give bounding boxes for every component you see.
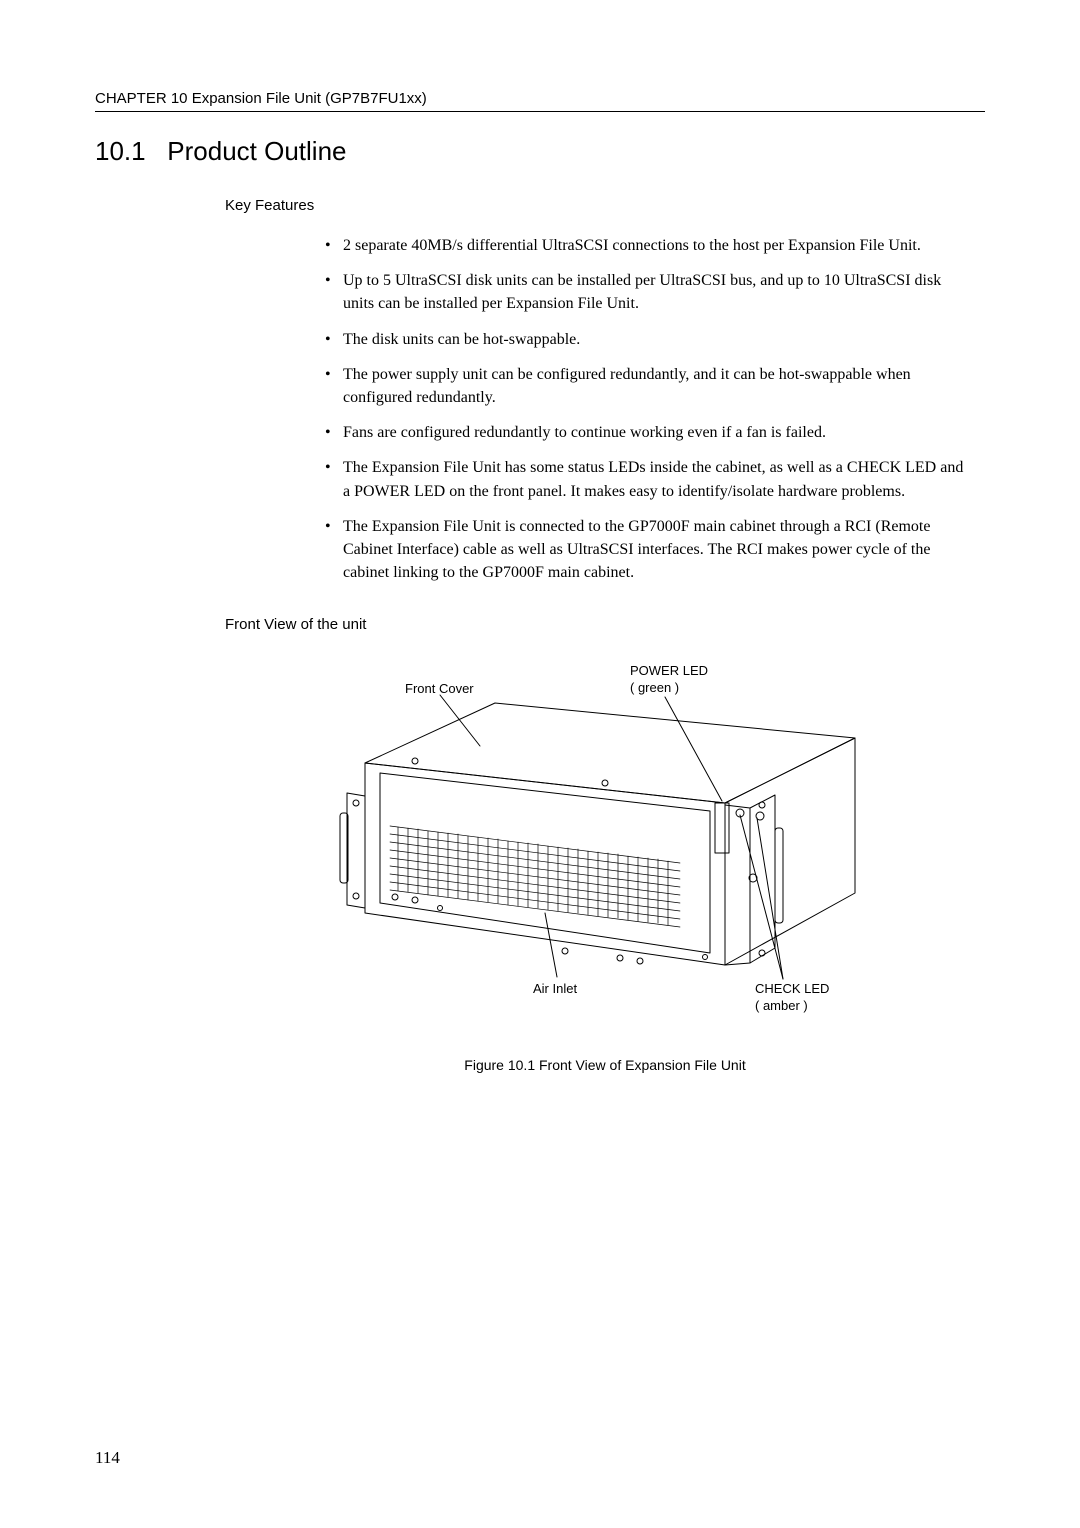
- chapter-label: CHAPTER 10 Expansion File Unit (GP7B7FU1…: [95, 90, 427, 107]
- list-item: Fans are configured redundantly to conti…: [325, 421, 965, 444]
- chassis-diagram: [285, 653, 925, 1033]
- label-check-led: CHECK LED ( amber ): [755, 981, 829, 1015]
- key-features-heading: Key Features: [225, 197, 985, 214]
- label-front-cover: Front Cover: [405, 681, 474, 698]
- section-number: 10.1: [95, 136, 146, 166]
- label-air-inlet: Air Inlet: [533, 981, 577, 998]
- section-title: 10.1 Product Outline: [95, 136, 985, 167]
- list-item: Up to 5 UltraSCSI disk units can be inst…: [325, 269, 965, 315]
- front-view-heading: Front View of the unit: [225, 616, 985, 633]
- diagram-wrapper: Front Cover POWER LED ( green ) Air Inle…: [285, 653, 925, 1033]
- label-power-led-line2: ( green ): [630, 680, 679, 695]
- list-item: The disk units can be hot-swappable.: [325, 328, 965, 351]
- list-item: The power supply unit can be configured …: [325, 363, 965, 409]
- label-check-led-line1: CHECK LED: [755, 981, 829, 996]
- label-power-led-line1: POWER LED: [630, 663, 708, 678]
- list-item: The Expansion File Unit has some status …: [325, 456, 965, 502]
- section-heading: Product Outline: [167, 136, 346, 166]
- label-check-led-line2: ( amber ): [755, 998, 808, 1013]
- chapter-header: CHAPTER 10 Expansion File Unit (GP7B7FU1…: [95, 90, 985, 112]
- label-power-led: POWER LED ( green ): [630, 663, 708, 697]
- feature-list: 2 separate 40MB/s differential UltraSCSI…: [325, 234, 965, 584]
- figure-area: Front Cover POWER LED ( green ) Air Inle…: [285, 653, 925, 1073]
- figure-caption: Figure 10.1 Front View of Expansion File…: [285, 1057, 925, 1073]
- page-number: 114: [95, 1448, 120, 1468]
- list-item: The Expansion File Unit is connected to …: [325, 515, 965, 585]
- list-item: 2 separate 40MB/s differential UltraSCSI…: [325, 234, 965, 257]
